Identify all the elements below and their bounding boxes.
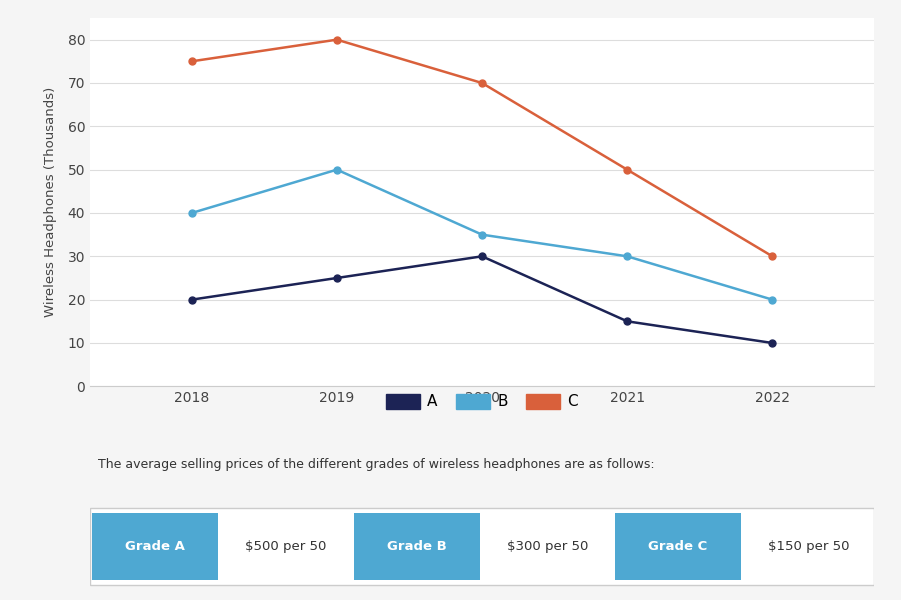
B xyxy=(622,253,633,260)
Y-axis label: Wireless Headphones (Thousands): Wireless Headphones (Thousands) xyxy=(43,87,57,317)
Text: $150 per 50: $150 per 50 xyxy=(768,540,850,553)
Text: Grade C: Grade C xyxy=(649,540,707,553)
Text: The average selling prices of the different grades of wireless headphones are as: The average selling prices of the differ… xyxy=(98,458,654,470)
A xyxy=(477,253,487,260)
C xyxy=(332,36,342,43)
A xyxy=(187,296,197,303)
B xyxy=(767,296,778,303)
Line: C: C xyxy=(188,36,776,260)
Text: Grade B: Grade B xyxy=(387,540,447,553)
Text: $300 per 50: $300 per 50 xyxy=(506,540,588,553)
Line: B: B xyxy=(188,166,776,303)
C xyxy=(767,253,778,260)
Legend: A, B, C: A, B, C xyxy=(386,394,578,409)
Bar xyxy=(354,513,479,580)
Line: A: A xyxy=(188,253,776,346)
A xyxy=(332,274,342,281)
Text: Grade A: Grade A xyxy=(125,540,186,553)
Bar xyxy=(93,513,218,580)
Bar xyxy=(90,508,874,585)
B xyxy=(187,209,197,217)
C xyxy=(477,79,487,86)
Text: $500 per 50: $500 per 50 xyxy=(245,540,327,553)
A xyxy=(767,340,778,347)
Bar xyxy=(615,513,741,580)
B xyxy=(332,166,342,173)
C xyxy=(187,58,197,65)
A xyxy=(622,318,633,325)
C xyxy=(622,166,633,173)
B xyxy=(477,231,487,238)
